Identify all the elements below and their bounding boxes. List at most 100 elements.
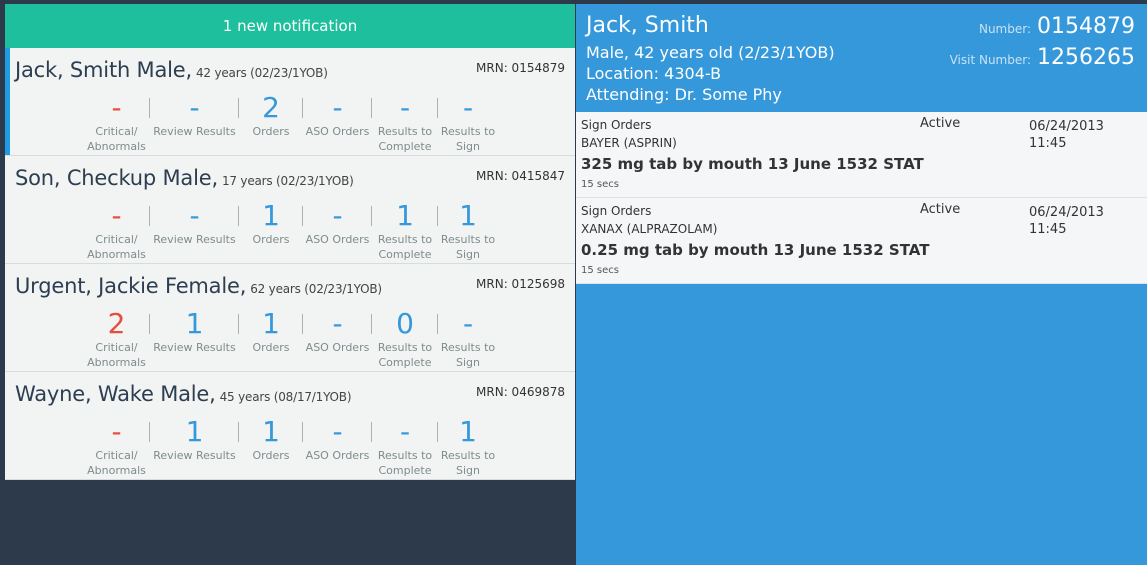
metric-3[interactable]: - ASO Orders bbox=[303, 310, 372, 366]
metric-label: Review Results bbox=[153, 125, 236, 138]
notification-banner[interactable]: 1 new notification bbox=[5, 4, 575, 48]
order-item[interactable]: Sign Orders BAYER (ASPRIN) 325 mg tab by m… bbox=[576, 112, 1147, 198]
metric-label: Critical/ Abnormals bbox=[87, 341, 146, 369]
metric-value: 1 bbox=[459, 415, 477, 448]
metric-value: 1 bbox=[262, 307, 280, 340]
metric-label: Review Results bbox=[153, 341, 236, 354]
metric-divider bbox=[371, 422, 372, 442]
patient-demographics: Male, 42 years old (2/23/1YOB) bbox=[586, 43, 835, 62]
number-label: Number: bbox=[978, 22, 1032, 36]
metric-0[interactable]: - Critical/ Abnormals bbox=[83, 415, 150, 477]
metric-label: Review Results bbox=[153, 233, 236, 246]
metric-0[interactable]: 2 Critical/ Abnormals bbox=[83, 307, 150, 369]
metric-value: 2 bbox=[107, 307, 126, 340]
order-date: 06/24/2013 bbox=[1029, 205, 1104, 220]
patient-list: Jack, Smith Male, 42 years (02/23/1YOB) MR… bbox=[5, 48, 575, 480]
order-detail: 325 mg tab by mouth 13 June 1532 STAT bbox=[581, 155, 924, 173]
order-datetime: 06/24/2013 11:45 bbox=[1029, 204, 1104, 238]
metric-label: Results to Complete bbox=[377, 125, 433, 153]
order-time: 11:45 bbox=[1029, 222, 1067, 237]
metric-divider bbox=[302, 206, 303, 226]
metric-4[interactable]: - Results to Complete bbox=[372, 418, 438, 477]
metric-value: - bbox=[111, 199, 122, 232]
patient-card-mrn: MRN: 0469878 bbox=[476, 385, 565, 399]
metric-value: - bbox=[111, 91, 122, 124]
metric-label: Critical/ Abnormals bbox=[87, 233, 146, 261]
patient-card[interactable]: Son, Checkup Male, 17 years (02/23/1YOB) M… bbox=[5, 156, 575, 264]
metric-5[interactable]: 1 Results to Sign bbox=[438, 415, 498, 478]
order-drug: XANAX (ALPRAZOLAM) bbox=[581, 222, 718, 236]
metric-value: - bbox=[462, 91, 474, 124]
metric-value: 1 bbox=[262, 199, 280, 232]
metric-4[interactable]: 0 Results to Complete bbox=[372, 307, 438, 369]
order-list: Sign Orders BAYER (ASPRIN) 325 mg tab by m… bbox=[576, 112, 1147, 284]
metric-2[interactable]: 1 Orders bbox=[239, 202, 303, 258]
metric-value: - bbox=[332, 415, 343, 448]
metric-3[interactable]: - ASO Orders bbox=[303, 94, 372, 150]
order-detail: 0.25 mg tab by mouth 13 June 1532 STAT bbox=[581, 241, 930, 259]
metric-label: Orders bbox=[252, 341, 290, 354]
metric-label: Results to Sign bbox=[440, 233, 496, 261]
metric-5[interactable]: - Results to Sign bbox=[438, 91, 498, 154]
patient-card[interactable]: Jack, Smith Male, 42 years (02/23/1YOB) MR… bbox=[5, 48, 575, 156]
metric-4[interactable]: - Results to Complete bbox=[372, 91, 438, 153]
patient-card[interactable]: Wayne, Wake Male, 45 years (08/17/1YOB) MR… bbox=[5, 372, 575, 480]
patient-card-metrics: - Critical/ Abnormals 1 Review Results 1 Orde… bbox=[83, 415, 498, 478]
metric-label: ASO Orders bbox=[305, 449, 370, 462]
metric-label: Results to Sign bbox=[440, 449, 496, 477]
metric-0[interactable]: - Critical/ Abnormals bbox=[83, 91, 150, 153]
patient-card[interactable]: Urgent, Jackie Female, 62 years (02/23/1Y… bbox=[5, 264, 575, 372]
metric-value: - bbox=[399, 91, 411, 124]
metric-1[interactable]: - Review Results bbox=[150, 202, 239, 258]
patient-card-name: Jack, Smith Male, 42 years (02/23/1YOB) bbox=[15, 58, 328, 82]
metric-1[interactable]: 1 Review Results bbox=[150, 418, 239, 474]
patient-list-panel: 1 new notification Jack, Smith Male, 42 y… bbox=[5, 4, 575, 565]
metric-label: Review Results bbox=[153, 449, 236, 462]
patient-card-mrn: MRN: 0415847 bbox=[476, 169, 565, 183]
metric-5[interactable]: 1 Results to Sign bbox=[438, 202, 498, 262]
metric-label: ASO Orders bbox=[305, 341, 370, 354]
metric-2[interactable]: 1 Orders bbox=[239, 310, 303, 366]
patient-card-age: 45 years (08/17/1YOB) bbox=[219, 390, 352, 404]
metric-5[interactable]: - Results to Sign bbox=[438, 310, 498, 370]
patient-card-name: Wayne, Wake Male, 45 years (08/17/1YOB) bbox=[15, 382, 352, 406]
metric-2[interactable]: 2 Orders bbox=[239, 94, 303, 150]
metric-label: Results to Sign bbox=[440, 341, 496, 369]
metric-value: - bbox=[332, 199, 343, 232]
metric-divider bbox=[238, 314, 239, 334]
metric-label: Results to Sign bbox=[440, 125, 496, 153]
metric-value: - bbox=[332, 307, 343, 340]
order-status: Active bbox=[920, 202, 961, 217]
metric-value: - bbox=[189, 91, 200, 124]
metric-4[interactable]: 1 Results to Complete bbox=[372, 202, 438, 261]
metric-divider bbox=[238, 206, 239, 226]
metric-label: Results to Complete bbox=[377, 233, 433, 261]
patient-card-fullname: Son, Checkup Male, bbox=[15, 166, 218, 190]
metric-divider bbox=[302, 422, 303, 442]
patient-info: Male, 42 years old (2/23/1YOB) Location:… bbox=[586, 42, 835, 105]
order-item[interactable]: Sign Orders XANAX (ALPRAZOLAM) 0.25 mg tab… bbox=[576, 198, 1147, 284]
patient-card-mrn: MRN: 0154879 bbox=[476, 61, 565, 75]
patient-location: Location: 4304-B bbox=[586, 64, 722, 83]
metric-label: ASO Orders bbox=[305, 233, 370, 246]
metric-label: Orders bbox=[252, 233, 290, 246]
metric-1[interactable]: - Review Results bbox=[150, 94, 239, 150]
patient-attending: Attending: Dr. Some Phy bbox=[586, 85, 782, 104]
metric-3[interactable]: - ASO Orders bbox=[303, 418, 372, 474]
metric-0[interactable]: - Critical/ Abnormals bbox=[83, 199, 150, 261]
metric-divider bbox=[149, 314, 150, 334]
metric-2[interactable]: 1 Orders bbox=[239, 418, 303, 474]
patient-card-name: Urgent, Jackie Female, 62 years (02/23/1Y… bbox=[15, 274, 382, 298]
metric-label: Results to Complete bbox=[377, 449, 433, 477]
metric-label: ASO Orders bbox=[305, 125, 370, 138]
metric-3[interactable]: - ASO Orders bbox=[303, 202, 372, 258]
metric-1[interactable]: 1 Review Results bbox=[150, 310, 239, 366]
metric-divider bbox=[302, 98, 303, 118]
order-drug: BAYER (ASPRIN) bbox=[581, 136, 677, 150]
metric-value: 0 bbox=[396, 307, 414, 340]
patient-name: Jack, Smith bbox=[586, 13, 709, 38]
metric-value: - bbox=[111, 415, 122, 448]
metric-divider bbox=[149, 206, 150, 226]
patient-card-mrn: MRN: 0125698 bbox=[476, 277, 565, 291]
order-date: 06/24/2013 bbox=[1029, 119, 1104, 134]
